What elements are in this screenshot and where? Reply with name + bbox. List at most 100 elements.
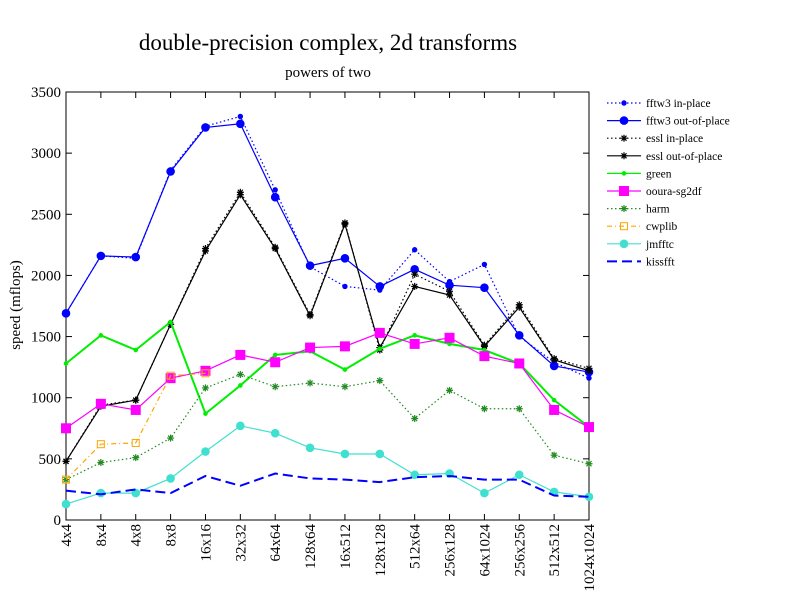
data-point <box>374 327 385 338</box>
data-point <box>305 342 316 353</box>
chart-title: double-precision complex, 2d transforms <box>139 30 517 55</box>
data-point <box>98 333 104 338</box>
data-point <box>95 398 106 409</box>
data-point <box>514 470 524 480</box>
y-tick-label: 1500 <box>31 330 61 346</box>
data-point <box>411 282 419 290</box>
data-point <box>375 449 385 459</box>
data-point <box>272 187 278 193</box>
data-point <box>339 341 350 352</box>
series-line <box>65 472 590 498</box>
y-tick-label: 3000 <box>31 146 61 162</box>
x-tick-label: 4x4 <box>59 524 75 547</box>
data-point <box>550 356 558 364</box>
x-tick-label: 128x128 <box>373 524 389 577</box>
series-green <box>63 319 592 430</box>
data-point <box>480 405 488 413</box>
y-axis-label: speed (mflops) <box>8 260 24 350</box>
data-point <box>514 331 524 340</box>
legend-marker <box>621 171 627 176</box>
data-point <box>514 358 525 369</box>
data-point <box>203 411 208 416</box>
data-point <box>306 379 314 387</box>
legend-label: cwplib <box>646 221 678 233</box>
series-fftw3-out-of-place <box>61 119 594 377</box>
data-point <box>480 283 489 292</box>
data-point <box>376 377 384 385</box>
data-point <box>97 459 105 467</box>
data-point <box>133 347 139 353</box>
data-point <box>166 474 175 483</box>
series-ooura-sg2df <box>61 327 594 434</box>
data-point <box>61 499 71 509</box>
legend-label: green <box>646 168 672 180</box>
legend-marker <box>619 116 629 125</box>
data-point <box>96 440 105 449</box>
data-point <box>131 438 140 447</box>
legend-entry: kissfft <box>607 256 675 268</box>
legend-marker <box>619 186 629 196</box>
data-point <box>132 396 140 404</box>
data-point <box>132 454 140 462</box>
data-point <box>411 247 418 253</box>
data-point <box>377 346 383 352</box>
legend-label: ooura-sg2df <box>646 186 702 198</box>
series-line <box>65 373 590 481</box>
legend-marker <box>620 205 628 213</box>
data-point <box>271 245 279 253</box>
legend-entry: ooura-sg2df <box>607 186 702 198</box>
data-point <box>201 247 209 255</box>
data-point <box>479 351 490 362</box>
y-tick-label: 500 <box>39 452 62 468</box>
data-point <box>340 254 350 263</box>
legend-entry: essl in-place <box>607 133 703 145</box>
data-point <box>201 447 210 456</box>
data-point <box>62 475 70 484</box>
legend-entry: green <box>607 168 672 180</box>
series-line <box>65 123 590 373</box>
data-point <box>237 113 244 120</box>
data-point <box>62 476 70 484</box>
series-kissfft <box>65 472 590 498</box>
legend-marker <box>620 134 628 142</box>
legend-label: fftw3 out-of-place <box>646 116 730 128</box>
data-point <box>342 367 348 372</box>
data-point <box>409 338 420 349</box>
data-point <box>201 123 210 132</box>
data-point <box>272 352 278 358</box>
data-point <box>63 361 69 366</box>
legend-label: jmfftc <box>645 239 674 251</box>
x-tick-label: 8x8 <box>164 524 180 547</box>
x-tick-label: 4x8 <box>129 524 145 547</box>
plot-frame <box>65 91 590 521</box>
data-point <box>305 443 315 453</box>
data-point <box>446 386 454 394</box>
legend-entry: fftw3 out-of-place <box>607 116 730 128</box>
series-line <box>65 320 590 428</box>
data-point <box>61 309 71 318</box>
data-point <box>585 460 593 468</box>
series-layer <box>61 113 594 509</box>
data-point <box>550 451 558 459</box>
x-tick-label: 32x32 <box>233 524 249 562</box>
data-point <box>340 449 350 459</box>
y-tick-label: 3500 <box>31 85 61 101</box>
data-point <box>201 369 210 378</box>
data-point <box>166 371 175 380</box>
series-cwplib <box>62 369 210 484</box>
data-point <box>236 191 244 199</box>
data-point <box>480 488 489 498</box>
x-tick-label: 8x4 <box>94 524 110 547</box>
legend-label: essl in-place <box>646 133 703 145</box>
y-tick-label: 1000 <box>31 391 61 407</box>
data-point <box>236 370 244 378</box>
data-point <box>270 428 280 438</box>
data-point <box>270 357 281 368</box>
data-point <box>411 270 419 278</box>
legend-marker <box>620 222 628 231</box>
data-point <box>481 261 488 268</box>
data-point <box>444 332 455 343</box>
series-harm <box>62 370 593 484</box>
data-point <box>342 283 348 290</box>
